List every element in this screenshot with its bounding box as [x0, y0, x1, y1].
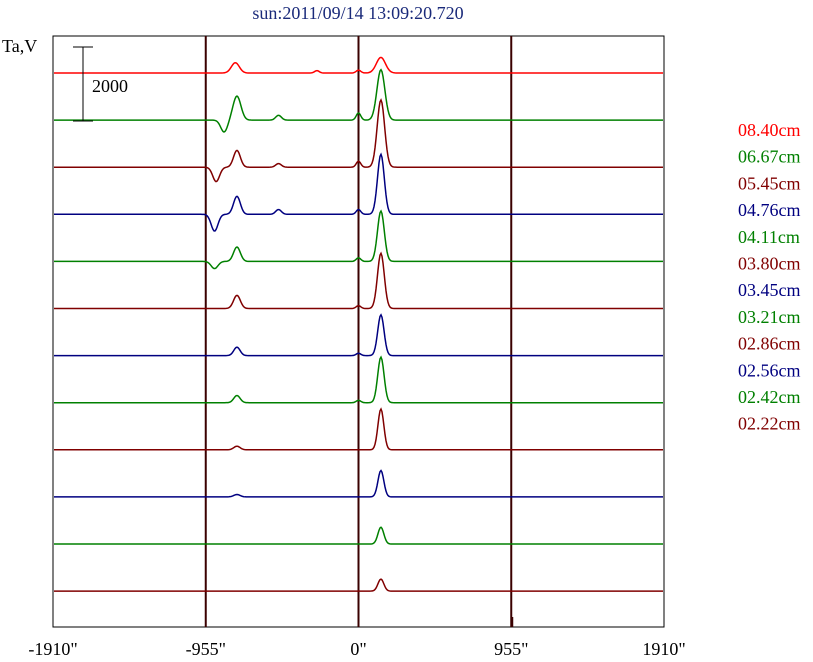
x-tick-label-0: -1910"	[28, 639, 77, 659]
y-axis-label: Ta,V	[2, 36, 37, 56]
legend-entry-04.76cm: 04.76cm	[738, 200, 801, 220]
trace-04.76cm	[54, 152, 663, 232]
trace-02.56cm	[54, 469, 663, 498]
trace-03.21cm	[54, 355, 663, 404]
legend-entry-06.67cm: 06.67cm	[738, 147, 801, 167]
legend-entry-02.22cm: 02.22cm	[738, 414, 801, 434]
x-tick-label-3: 955"	[494, 639, 528, 659]
trace-08.40cm	[54, 56, 663, 74]
trace-04.11cm	[54, 209, 663, 270]
x-tick-label-4: 1910"	[642, 639, 685, 659]
legend-entry-02.56cm: 02.56cm	[738, 360, 801, 380]
trace-02.22cm	[54, 578, 663, 592]
x-tick-label-2: 0"	[350, 639, 366, 659]
scale-bar-label: 2000	[92, 76, 128, 96]
legend-entry-03.21cm: 03.21cm	[738, 307, 801, 327]
x-tick-label-1: -955"	[186, 639, 226, 659]
chart-title: sun:2011/09/14 13:09:20.720	[252, 3, 463, 23]
legend-entry-02.86cm: 02.86cm	[738, 334, 801, 354]
legend-entry-02.42cm: 02.42cm	[738, 387, 801, 407]
trace-03.80cm	[54, 251, 663, 310]
legend-entry-04.11cm: 04.11cm	[738, 227, 800, 247]
legend-entry-03.45cm: 03.45cm	[738, 280, 801, 300]
legend-entry-03.80cm: 03.80cm	[738, 254, 801, 274]
trace-05.45cm	[54, 98, 663, 183]
trace-03.45cm	[54, 313, 663, 357]
trace-02.42cm	[54, 526, 663, 545]
legend-entry-05.45cm: 05.45cm	[738, 173, 801, 193]
trace-06.67cm	[54, 68, 663, 133]
trace-02.86cm	[54, 407, 663, 451]
legend-entry-08.40cm: 08.40cm	[738, 120, 801, 140]
